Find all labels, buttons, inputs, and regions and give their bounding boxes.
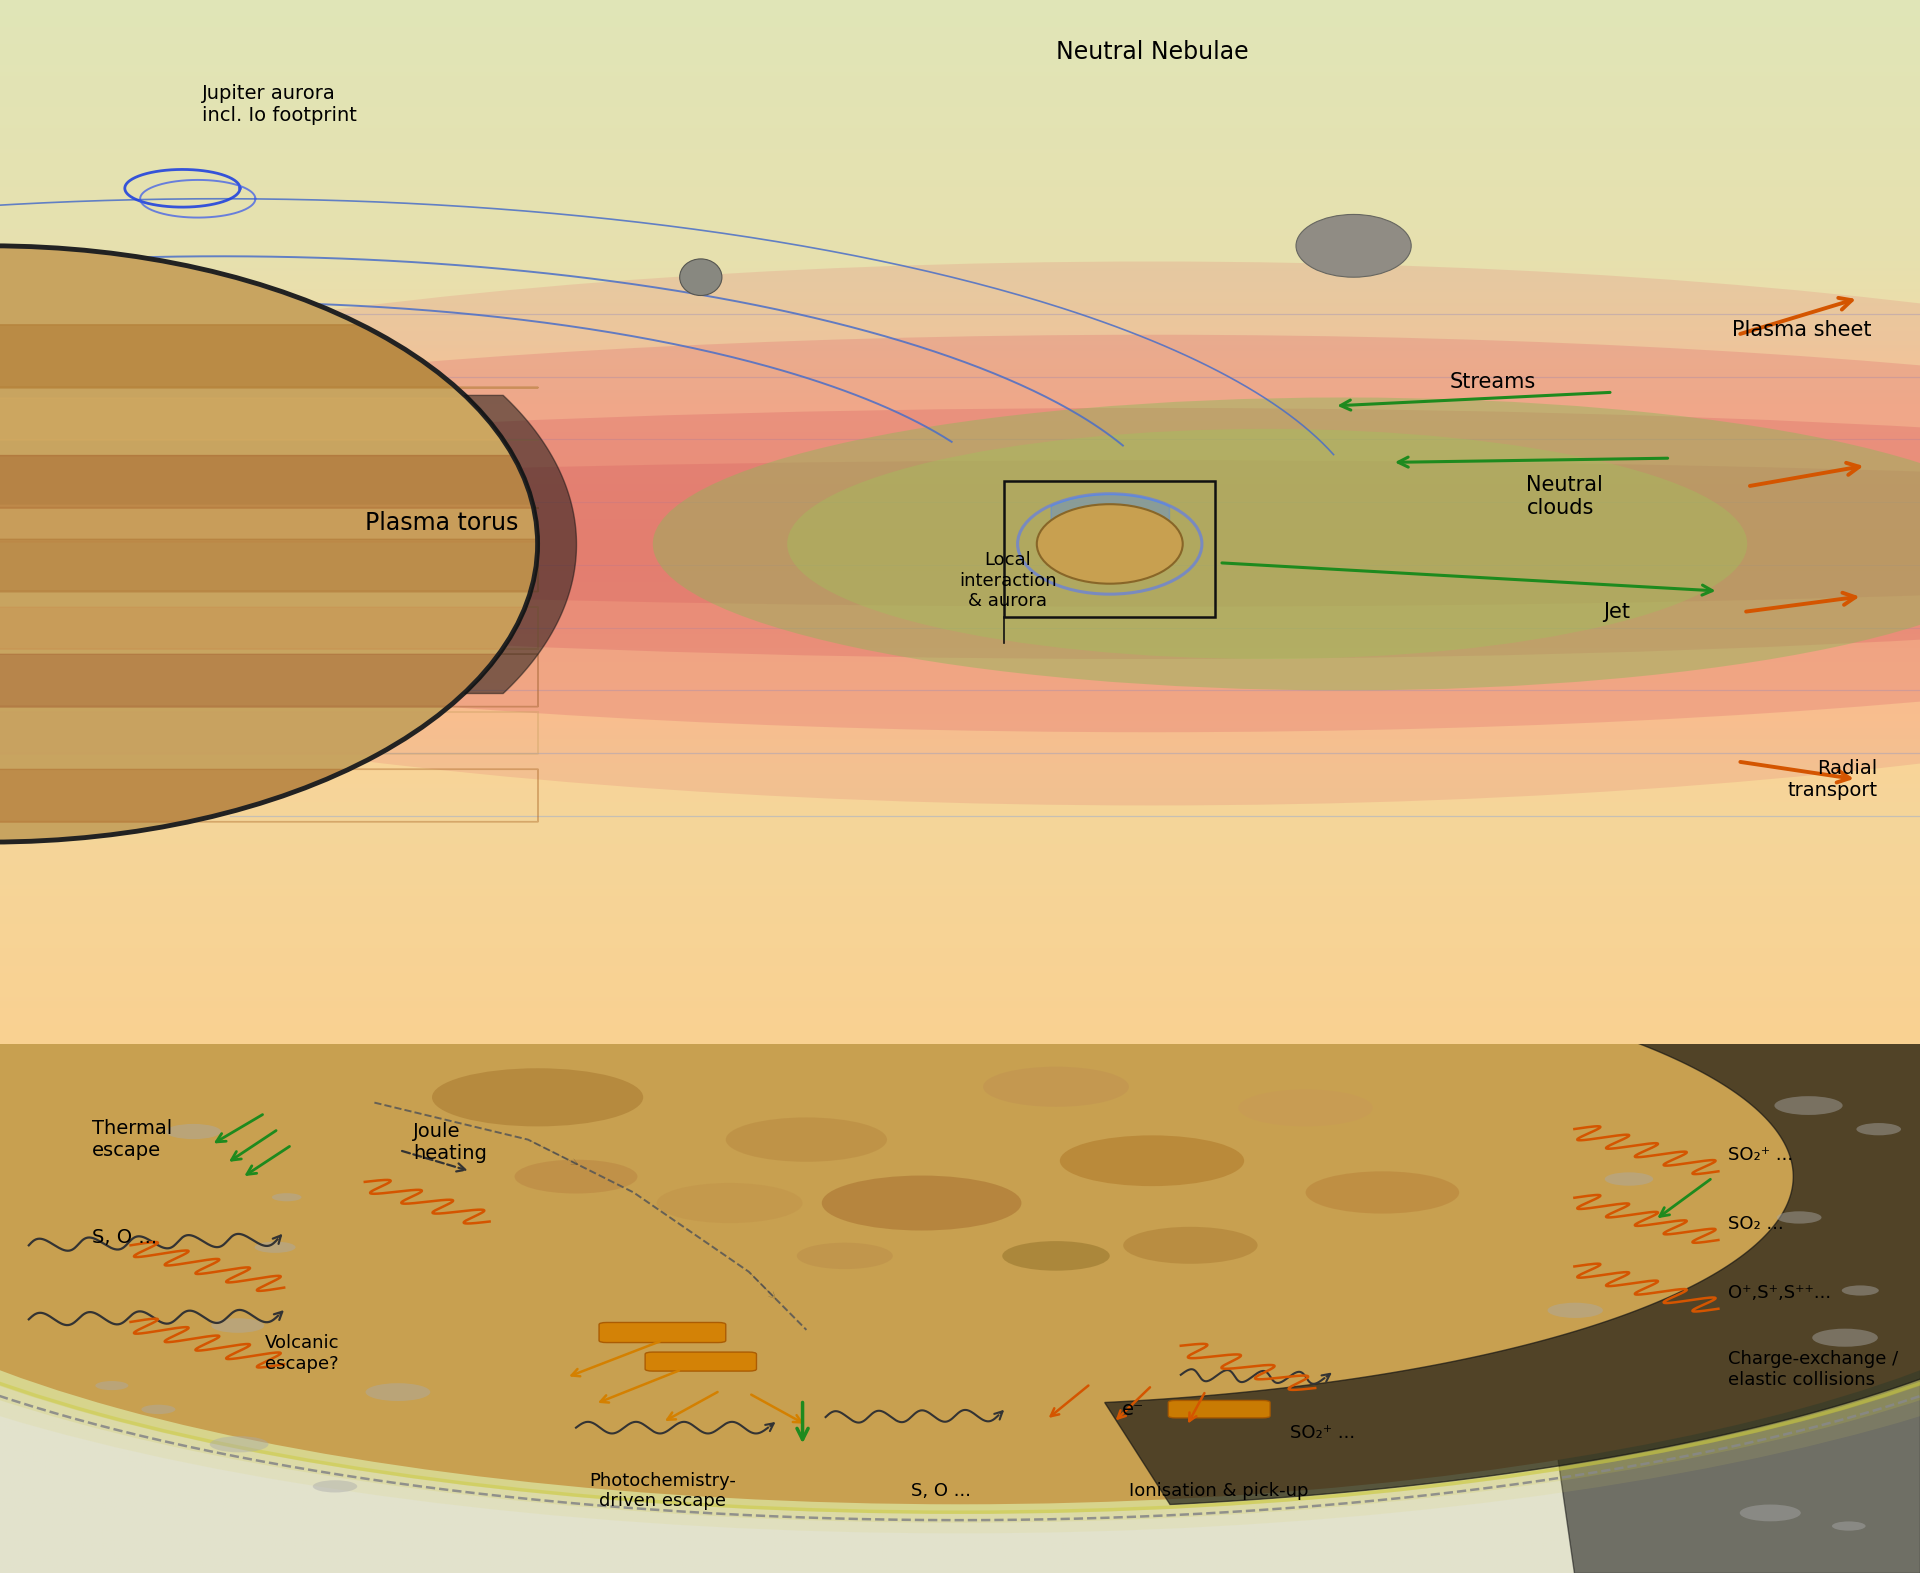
Text: Plasma torus: Plasma torus bbox=[365, 511, 518, 535]
Circle shape bbox=[1296, 214, 1411, 277]
Circle shape bbox=[1548, 1302, 1603, 1318]
Text: Joule
heating: Joule heating bbox=[413, 1122, 486, 1162]
Circle shape bbox=[1002, 1241, 1110, 1271]
Circle shape bbox=[1812, 1329, 1878, 1346]
Circle shape bbox=[255, 1241, 296, 1252]
Ellipse shape bbox=[0, 407, 1920, 659]
Circle shape bbox=[1832, 1521, 1866, 1531]
Circle shape bbox=[96, 1381, 129, 1391]
Circle shape bbox=[0, 840, 1920, 1513]
Circle shape bbox=[1037, 505, 1183, 584]
Text: Volcanic
escape?: Volcanic escape? bbox=[265, 1334, 340, 1373]
Circle shape bbox=[515, 1159, 637, 1194]
Text: S, O ...: S, O ... bbox=[910, 1482, 972, 1501]
Circle shape bbox=[0, 245, 538, 842]
Ellipse shape bbox=[0, 461, 1920, 607]
Circle shape bbox=[726, 1117, 887, 1162]
Text: Jupiter aurora
incl. Io footprint: Jupiter aurora incl. Io footprint bbox=[202, 83, 357, 126]
Text: Streams: Streams bbox=[1450, 371, 1536, 392]
Circle shape bbox=[822, 1175, 1021, 1230]
Text: Radial
transport: Radial transport bbox=[1788, 758, 1878, 799]
Text: SO₂ ...: SO₂ ... bbox=[1728, 1216, 1784, 1233]
Text: O⁺,S⁺,S⁺⁺...: O⁺,S⁺,S⁺⁺... bbox=[1728, 1284, 1832, 1302]
FancyBboxPatch shape bbox=[599, 1323, 726, 1343]
Circle shape bbox=[209, 1436, 269, 1452]
Circle shape bbox=[1060, 1136, 1244, 1186]
Circle shape bbox=[1841, 1285, 1880, 1296]
Text: e⁻: e⁻ bbox=[1121, 1400, 1144, 1419]
Circle shape bbox=[432, 1068, 643, 1126]
Circle shape bbox=[1605, 1172, 1653, 1186]
Text: Jet: Jet bbox=[1603, 602, 1630, 621]
Circle shape bbox=[365, 1383, 430, 1402]
Circle shape bbox=[797, 1243, 893, 1269]
Text: S, O ...: S, O ... bbox=[92, 1229, 157, 1247]
Circle shape bbox=[313, 1480, 357, 1493]
Circle shape bbox=[1857, 1123, 1901, 1136]
Ellipse shape bbox=[653, 398, 1920, 691]
Text: Neutral
clouds: Neutral clouds bbox=[1526, 475, 1603, 519]
Circle shape bbox=[165, 1125, 221, 1139]
Ellipse shape bbox=[680, 260, 722, 296]
Circle shape bbox=[1774, 1096, 1843, 1115]
Text: Ionisation & pick-up: Ionisation & pick-up bbox=[1129, 1482, 1309, 1501]
Text: SO₂⁺ ...: SO₂⁺ ... bbox=[1728, 1147, 1793, 1164]
FancyBboxPatch shape bbox=[1167, 1400, 1271, 1417]
Circle shape bbox=[1238, 1090, 1373, 1126]
Circle shape bbox=[0, 831, 1920, 1523]
Circle shape bbox=[657, 1183, 803, 1224]
Bar bbox=[1004, 481, 1215, 617]
Text: Charge-exchange /
elastic collisions: Charge-exchange / elastic collisions bbox=[1728, 1350, 1899, 1389]
Ellipse shape bbox=[0, 261, 1920, 805]
Circle shape bbox=[1776, 1211, 1822, 1224]
Ellipse shape bbox=[0, 335, 1920, 733]
Text: Neutral Nebulae: Neutral Nebulae bbox=[1056, 41, 1248, 64]
Circle shape bbox=[211, 1318, 265, 1332]
Text: Thermal
escape: Thermal escape bbox=[92, 1118, 173, 1161]
Polygon shape bbox=[1498, 1044, 1920, 1573]
Circle shape bbox=[273, 1194, 301, 1202]
Polygon shape bbox=[1104, 849, 1920, 1504]
Circle shape bbox=[983, 1066, 1129, 1107]
Circle shape bbox=[0, 849, 1920, 1504]
Circle shape bbox=[1306, 1172, 1459, 1214]
Text: Plasma sheet: Plasma sheet bbox=[1732, 319, 1872, 340]
Text: SO₂⁺ ...: SO₂⁺ ... bbox=[1290, 1424, 1356, 1442]
FancyBboxPatch shape bbox=[645, 1353, 756, 1372]
Circle shape bbox=[0, 820, 1920, 1534]
Circle shape bbox=[1740, 1504, 1801, 1521]
Text: Local
interaction
& aurora: Local interaction & aurora bbox=[960, 551, 1056, 610]
Text: Photochemistry-
driven escape: Photochemistry- driven escape bbox=[589, 1472, 735, 1510]
Ellipse shape bbox=[787, 429, 1747, 659]
Circle shape bbox=[142, 1405, 175, 1414]
Circle shape bbox=[1123, 1227, 1258, 1263]
